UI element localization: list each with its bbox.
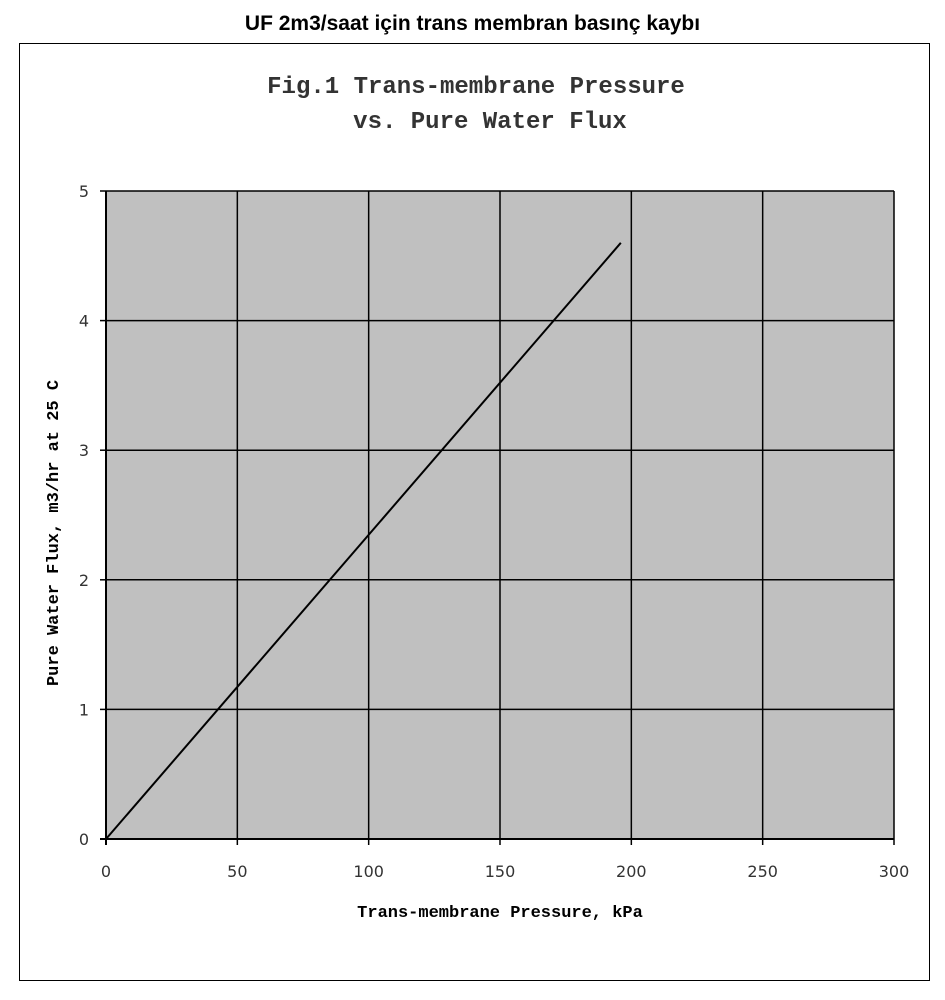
y-tick-label-3: 3 — [79, 441, 89, 460]
series-layer — [105, 242, 622, 840]
x-tick-labels: 0 50 100 150 200 250 300 — [101, 862, 909, 881]
y-tick-labels: 0 1 2 3 4 5 — [79, 182, 89, 849]
chart-title-line-1: Fig.1 Trans-membrane Pressure — [267, 74, 685, 101]
y-tick-label-4: 4 — [79, 312, 89, 331]
y-tick-label-1: 1 — [79, 700, 89, 719]
grid-lines — [106, 190, 895, 839]
y-tick-label-2: 2 — [79, 571, 89, 590]
x-tick-label-100: 100 — [353, 862, 384, 881]
x-tick-label-300: 300 — [879, 862, 910, 881]
axes — [100, 190, 895, 845]
x-tick-label-200: 200 — [616, 862, 647, 881]
x-axis-label: Trans-membrane Pressure, kPa — [357, 904, 643, 923]
x-tick-label-250: 250 — [747, 862, 778, 881]
y-tick-label-5: 5 — [79, 182, 89, 201]
y-axis-label: Pure Water Flux, m3/hr at 25 C — [45, 380, 64, 686]
series-line-0 — [105, 242, 622, 840]
x-tick-label-50: 50 — [227, 862, 247, 881]
y-tick-label-0: 0 — [79, 830, 89, 849]
x-tick-label-0: 0 — [101, 862, 111, 881]
x-tick-label-150: 150 — [485, 862, 516, 881]
chart-title-line-2: vs. Pure Water Flux — [353, 109, 627, 136]
page-heading: UF 2m3/saat için trans membran basınç ka… — [244, 12, 701, 35]
